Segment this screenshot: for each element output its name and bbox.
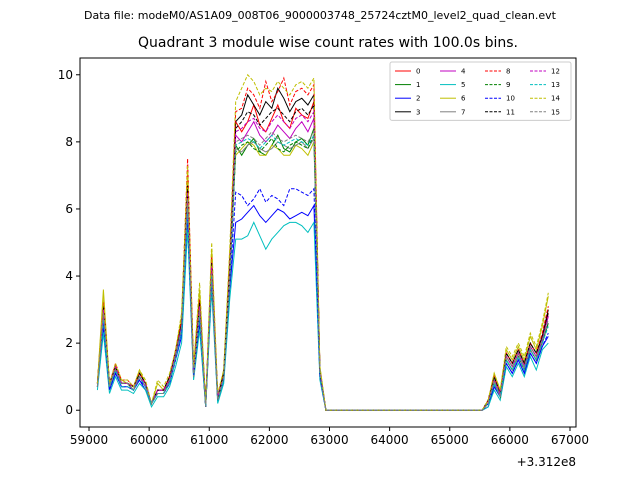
series-line-6 — [96, 141, 549, 411]
legend-label-8: 8 — [506, 68, 510, 76]
series-line-5 — [96, 220, 549, 411]
x-tick-label: 60000 — [130, 433, 168, 447]
series-line-12 — [96, 109, 549, 411]
y-tick-label: 8 — [65, 135, 73, 149]
series-line-11 — [96, 103, 549, 411]
legend-label-9: 9 — [506, 81, 510, 89]
x-tick-label: 67000 — [551, 433, 589, 447]
legend-label-2: 2 — [416, 95, 420, 103]
axis-layer: 59000 60000 61000 62000 63000 64000 65000 66000… — [58, 68, 589, 447]
x-tick-label: 66000 — [491, 433, 529, 447]
legend-label-4: 4 — [461, 68, 466, 76]
y-tick-label: 10 — [58, 68, 73, 82]
x-tick-label: 63000 — [310, 433, 348, 447]
legend-label-5: 5 — [461, 81, 465, 89]
series-line-9 — [96, 134, 549, 411]
series-line-2 — [96, 203, 549, 411]
y-tick-label: 6 — [65, 202, 73, 216]
legend-frame — [389, 61, 572, 121]
series-line-1 — [96, 128, 549, 411]
x-tick-label: 62000 — [250, 433, 288, 447]
series-line-3 — [96, 86, 549, 411]
legend-label-1: 1 — [416, 81, 420, 89]
series-line-8 — [96, 76, 549, 411]
y-tick-label: 0 — [65, 403, 73, 417]
legend-label-0: 0 — [416, 68, 420, 76]
legend-label-11: 11 — [506, 108, 515, 116]
series-line-10 — [96, 187, 549, 411]
x-offset-text: +3.312e8 — [517, 455, 576, 469]
legend-label-12: 12 — [551, 68, 560, 76]
chart-title: Quadrant 3 module wise count rates with … — [138, 35, 518, 51]
legend-label-10: 10 — [506, 95, 515, 103]
y-tick-label: 2 — [65, 336, 73, 350]
series-line-4 — [96, 118, 549, 411]
series-line-13 — [96, 133, 549, 411]
series-line-0 — [96, 101, 549, 411]
x-tick-label: 61000 — [190, 433, 228, 447]
y-tick-label: 4 — [65, 269, 73, 283]
data-file-suptitle: Data file: modeM0/AS1A09_008T06_90000037… — [84, 9, 556, 22]
legend-label-7: 7 — [461, 108, 465, 116]
x-tick-label: 65000 — [431, 433, 469, 447]
legend-label-6: 6 — [461, 95, 466, 103]
legend-label-15: 15 — [551, 108, 560, 116]
legend-label-14: 14 — [551, 95, 560, 103]
plot-frame — [79, 57, 577, 428]
series-line-15 — [96, 130, 549, 411]
x-tick-label: 59000 — [70, 433, 108, 447]
legend-label-3: 3 — [416, 108, 420, 116]
legend-label-13: 13 — [551, 81, 560, 89]
x-tick-label: 64000 — [371, 433, 409, 447]
series-line-7 — [96, 136, 549, 411]
series-line-14 — [96, 73, 549, 411]
series-layer — [96, 73, 549, 411]
